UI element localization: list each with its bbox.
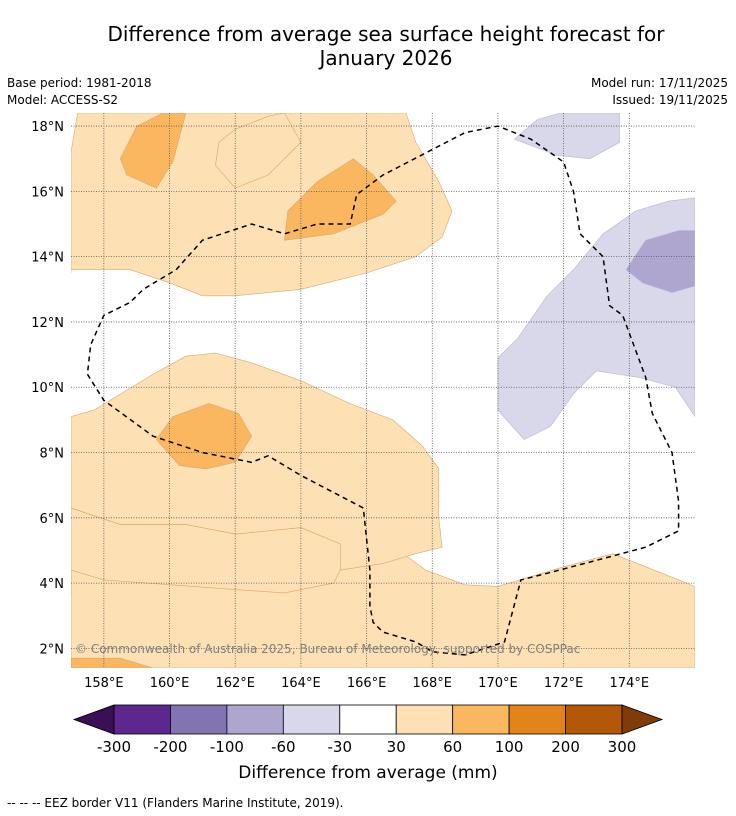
colorbar-bin xyxy=(508,704,566,735)
issued-date: Issued: 19/11/2025 xyxy=(612,93,728,107)
colorbar-bin xyxy=(565,704,623,735)
gridlines xyxy=(71,113,695,668)
meta-right: Model run: 17/11/2025 Issued: 19/11/2025 xyxy=(591,75,728,109)
x-tick-label: 172°E xyxy=(544,676,584,691)
y-tick-label: 4°N xyxy=(40,577,65,592)
colorbar-tick-label: 60 xyxy=(443,738,462,756)
region-mid-pos60 xyxy=(156,403,252,470)
y-tick-label: 18°N xyxy=(31,120,64,135)
colorbar-bin xyxy=(226,704,284,735)
colorbar-tick-label: 300 xyxy=(608,738,637,756)
chart-title-line1: Difference from average sea surface heig… xyxy=(107,22,665,46)
colorbar-bin xyxy=(452,704,510,735)
colorbar-tick-label: -200 xyxy=(153,738,187,756)
x-tick-label: 170°E xyxy=(478,676,518,691)
chart-title-line2: January 2026 xyxy=(319,46,453,70)
y-tick-label: 8°N xyxy=(40,447,65,462)
x-tick-label: 162°E xyxy=(215,676,255,691)
region-north-pos60-west xyxy=(119,113,187,189)
colorbar-extend-high xyxy=(621,704,664,735)
base-period: Base period: 1981-2018 xyxy=(7,76,152,90)
colorbar-bin xyxy=(113,704,171,735)
colorbar-bin xyxy=(339,704,397,735)
x-tick-label: 166°E xyxy=(347,676,387,691)
colorbar-bin xyxy=(170,704,228,735)
colorbar-extend-low xyxy=(72,704,115,735)
colorbar: -300 -200 -100 -60 -30 30 60 100 200 300 xyxy=(72,704,664,756)
y-tick-label: 12°N xyxy=(31,316,64,331)
meta-left: Base period: 1981-2018 Model: ACCESS-S2 xyxy=(7,75,152,109)
y-axis: 2°N 4°N 6°N 8°N 10°N 12°N 14°N 16°N 18°N xyxy=(31,120,64,657)
colorbar-tick-label: 100 xyxy=(495,738,524,756)
eez-border-line xyxy=(86,125,680,656)
y-tick-label: 6°N xyxy=(40,512,65,527)
colorbar-tick-label: -300 xyxy=(97,738,131,756)
y-tick-label: 10°N xyxy=(31,381,64,396)
colorbar-tick-label: 200 xyxy=(551,738,580,756)
colorbar-tick-label: -100 xyxy=(210,738,244,756)
region-ne-neg30 xyxy=(513,113,620,160)
contour-regions xyxy=(71,113,695,668)
eez-legend-note: -- -- -- EEZ border V11 (Flanders Marine… xyxy=(7,796,344,810)
chart-title: Difference from average sea surface heig… xyxy=(36,22,736,70)
colorbar-title: Difference from average (mm) xyxy=(238,763,497,783)
region-sw-pos60 xyxy=(71,657,154,668)
model-run-date: Model run: 17/11/2025 xyxy=(590,76,728,90)
y-tick-label: 16°N xyxy=(31,185,64,200)
y-tick-label: 2°N xyxy=(40,642,65,657)
colorbar-bin xyxy=(282,704,341,735)
y-tick-label: 14°N xyxy=(31,251,64,266)
region-east-neg60 xyxy=(625,230,695,293)
x-tick-label: 174°E xyxy=(610,676,650,691)
region-north-pos60-center xyxy=(284,158,397,241)
colorbar-bin xyxy=(395,704,454,735)
x-tick-label: 160°E xyxy=(150,676,190,691)
x-axis: 158°E 160°E 162°E 164°E 166°E 168°E 170°E 172°E… xyxy=(84,676,649,691)
x-tick-label: 158°E xyxy=(84,676,124,691)
colorbar-tick-label: -30 xyxy=(328,738,353,756)
eez-border xyxy=(86,125,680,656)
colorbar-tick-label: -60 xyxy=(271,738,296,756)
x-tick-label: 164°E xyxy=(281,676,321,691)
colorbar-tick-label: 30 xyxy=(387,738,406,756)
x-tick-label: 168°E xyxy=(412,676,452,691)
model-name: Model: ACCESS-S2 xyxy=(7,93,119,107)
copyright-notice: © Commonwealth of Australia 2025, Bureau… xyxy=(75,642,580,656)
